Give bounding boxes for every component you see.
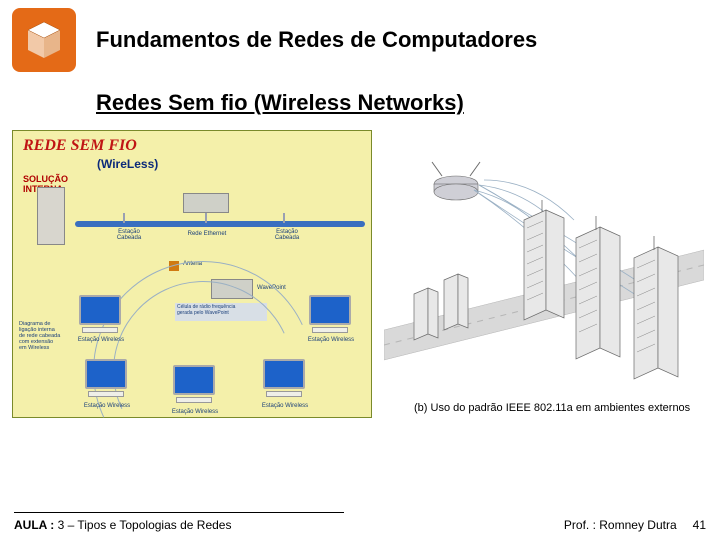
figure-wireless-internal: REDE SEM FIO (WireLess) SOLUÇÃO INTERNA …: [12, 130, 372, 418]
server-icon: [37, 187, 65, 245]
section-title: Redes Sem fio (Wireless Networks): [96, 90, 720, 116]
figure-wireless-external: (b) Uso do padrão IEEE 802.11a em ambien…: [384, 130, 704, 418]
footer-rule: [14, 512, 344, 513]
solution-line1: SOLUÇÃO: [23, 174, 68, 184]
label-estacao-cabeada-2: Estação Cabeada: [267, 229, 307, 241]
label-ws-1: Estação Wireless: [71, 337, 131, 343]
label-ws-5: Estação Wireless: [301, 337, 361, 343]
slide-header: Fundamentos de Redes de Computadores: [0, 0, 720, 72]
ethernet-bus: [75, 221, 365, 227]
wireless-station-4: [263, 359, 305, 399]
label-ws-3: Estação Wireless: [165, 409, 225, 415]
figure-left-title: REDE SEM FIO: [23, 137, 137, 155]
external-diagram-svg: [384, 130, 704, 418]
footer-right: Prof. : Romney Dutra 41: [564, 518, 706, 532]
cube-icon: [22, 18, 66, 62]
wireless-station-2: [85, 359, 127, 399]
wireless-station-5: [309, 295, 351, 335]
label-ws-2: Estação Wireless: [77, 403, 137, 409]
access-point-icon: [183, 193, 229, 213]
slide-footer: AULA : 3 – Tipos e Topologias de Redes P…: [0, 518, 720, 532]
figure-right-caption: (b) Uso do padrão IEEE 802.11a em ambien…: [414, 402, 690, 414]
aula-text: 3 – Tipos e Topologias de Redes: [58, 518, 232, 532]
footer-left: AULA : 3 – Tipos e Topologias de Redes: [14, 518, 231, 532]
slide-content: REDE SEM FIO (WireLess) SOLUÇÃO INTERNA …: [0, 130, 720, 418]
label-estacao-cabeada-1: Estação Cabeada: [109, 229, 149, 241]
figure-left-subtitle: (WireLess): [97, 157, 158, 171]
label-rede-ethernet: Rede Ethernet: [177, 231, 237, 237]
aula-label: AULA :: [14, 518, 54, 532]
wireless-station-3: [173, 365, 215, 405]
page-number: 41: [693, 518, 706, 532]
drop-2: [205, 213, 207, 223]
drop-1: [123, 213, 125, 223]
diagram-note: Diagrama de ligação interna de rede cabe…: [19, 321, 77, 351]
label-ws-4: Estação Wireless: [255, 403, 315, 409]
wireless-station-1: [79, 295, 121, 335]
professor: Prof. : Romney Dutra: [564, 518, 677, 532]
course-icon: [12, 8, 76, 72]
course-title: Fundamentos de Redes de Computadores: [96, 27, 708, 53]
drop-3: [283, 213, 285, 223]
